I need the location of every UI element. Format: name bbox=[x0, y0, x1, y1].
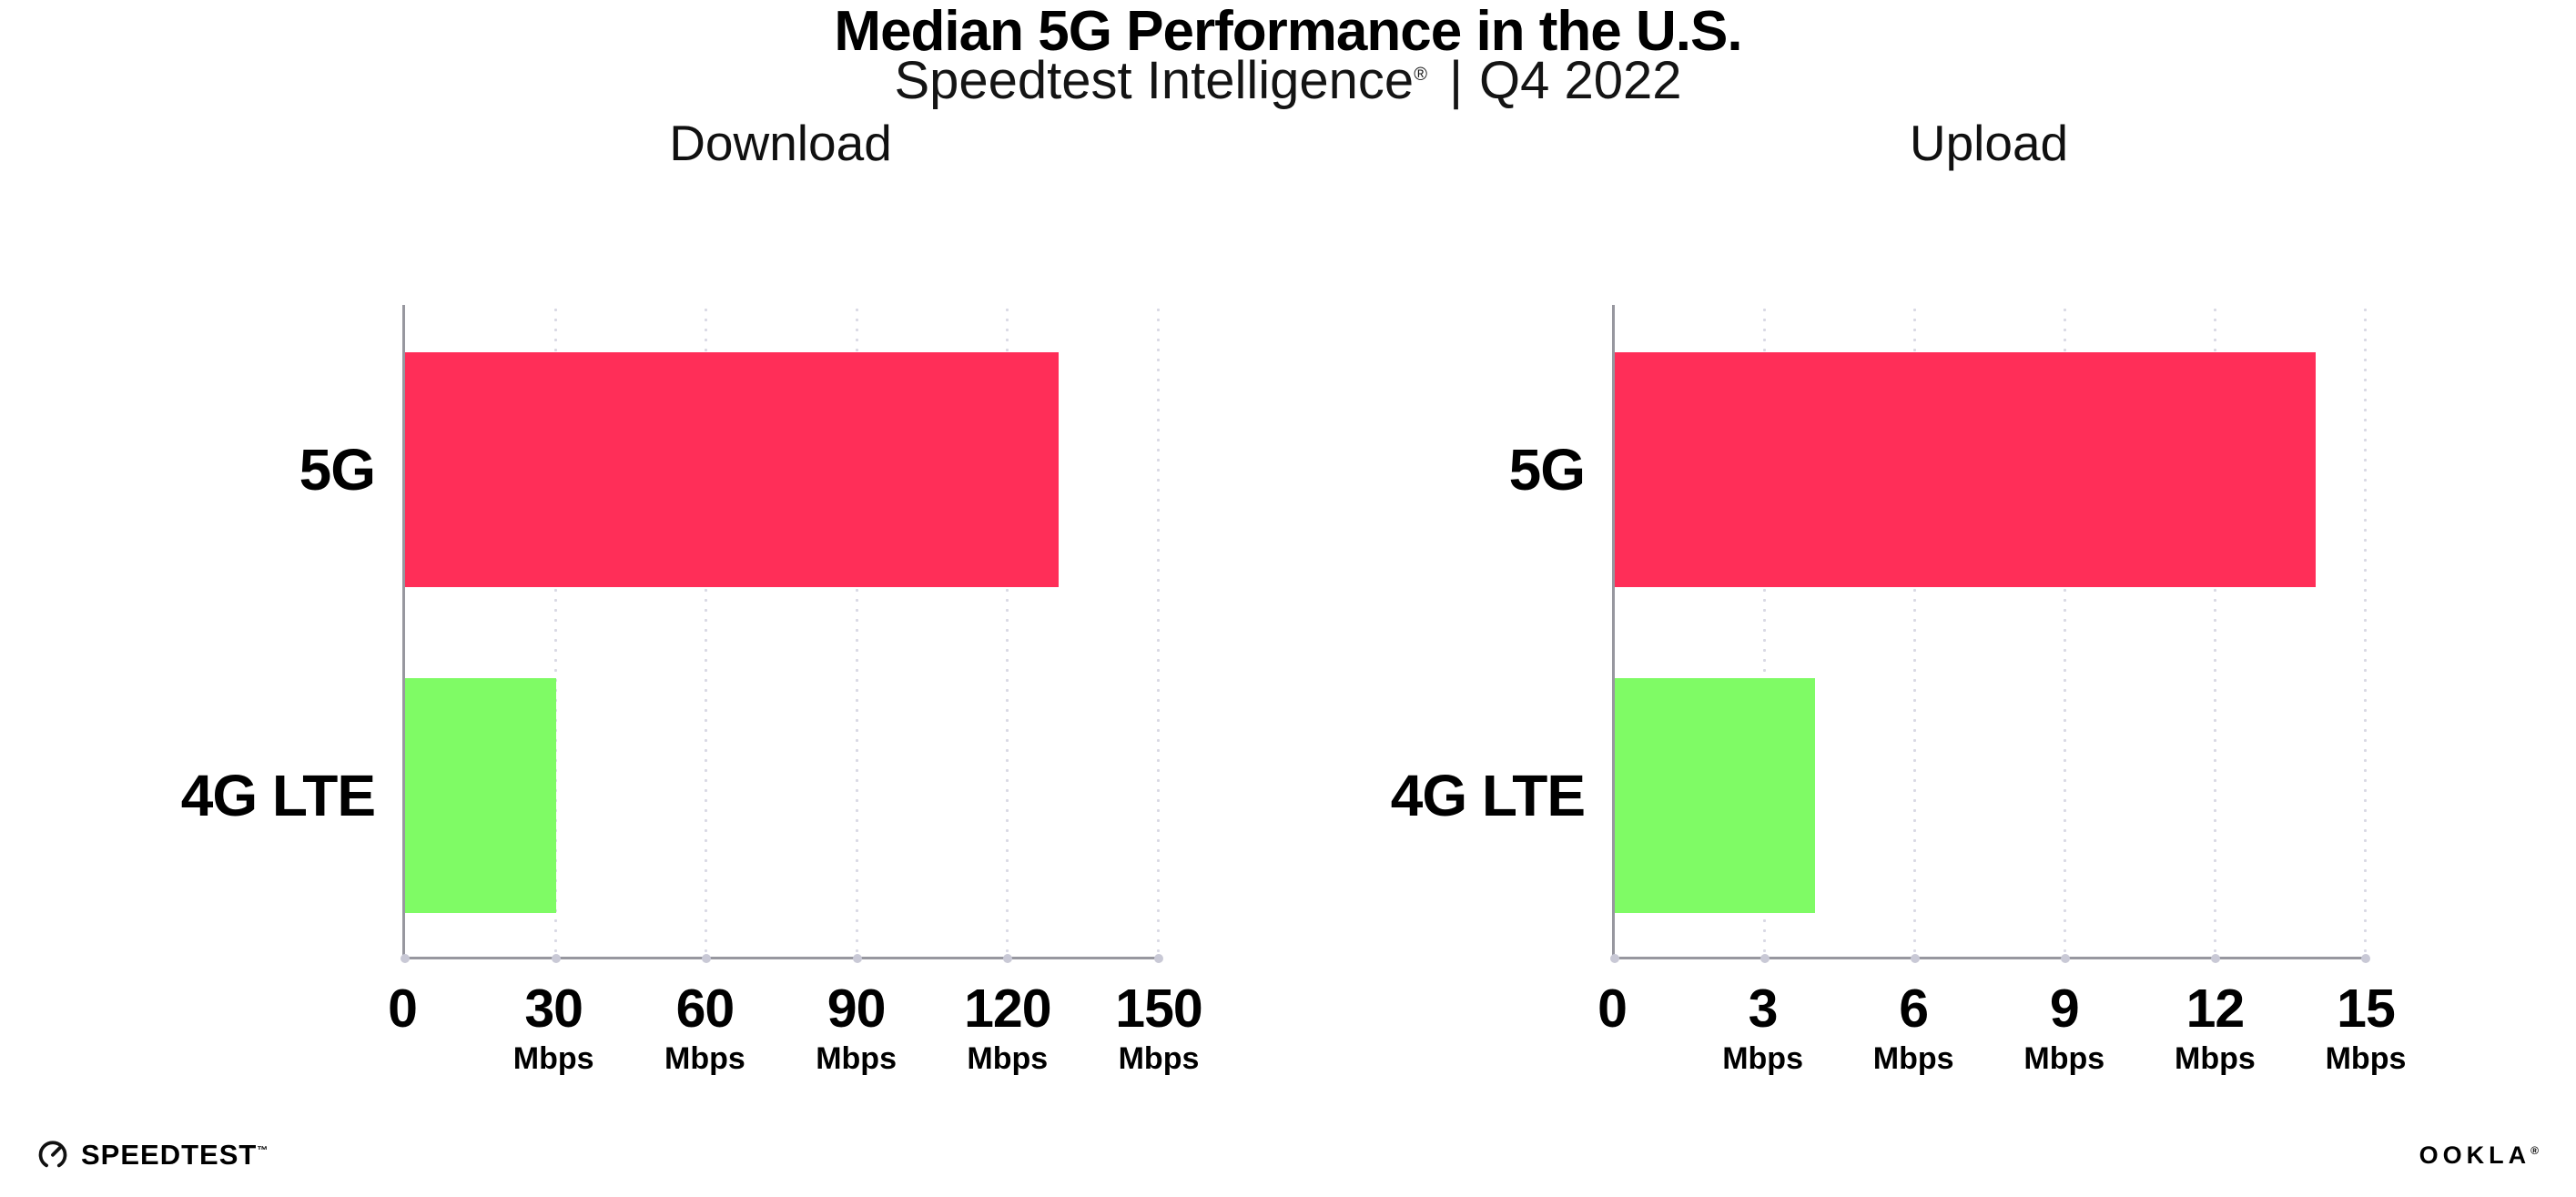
subtitle-period: Q4 2022 bbox=[1479, 51, 1682, 110]
ookla-logo: OOKLA® bbox=[2419, 1141, 2543, 1169]
bar-4g-lte-upload bbox=[1615, 678, 1815, 913]
tick-unit: Mbps bbox=[2175, 1041, 2256, 1076]
axis-tick-dot bbox=[401, 954, 410, 963]
x-axis-tick-label: 12 Mbps bbox=[2175, 979, 2256, 1076]
gridline bbox=[705, 305, 708, 957]
axis-tick-dot bbox=[2361, 954, 2370, 963]
bar-5g-download bbox=[405, 352, 1059, 587]
tick-value: 9 bbox=[2049, 979, 2080, 1039]
tick-unit: Mbps bbox=[816, 1041, 897, 1076]
speedtest-gauge-icon bbox=[36, 1138, 69, 1171]
x-axis-tick-label: 0 bbox=[1597, 979, 1628, 1039]
x-axis-download: 0 30 Mbps 60 Mbps 90 Mbps 120 Mbps 150 Mbps bbox=[388, 979, 1203, 1110]
tick-value: 0 bbox=[388, 979, 418, 1039]
x-axis-tick-label: 6 Mbps bbox=[1872, 979, 1954, 1076]
gridline bbox=[1157, 305, 1160, 957]
category-label-4g-download: 4G LTE bbox=[180, 763, 376, 828]
subtitle-divider: | bbox=[1448, 51, 1464, 110]
gridline bbox=[2064, 305, 2066, 957]
gridline bbox=[553, 305, 557, 957]
axis-tick-dot bbox=[551, 954, 561, 963]
registered-symbol: ® bbox=[2530, 1144, 2543, 1157]
trademark-symbol: ™ bbox=[257, 1143, 269, 1157]
tick-value: 3 bbox=[1748, 979, 1779, 1039]
gridline bbox=[1763, 305, 1766, 957]
axis-tick-dot bbox=[1610, 954, 1619, 963]
tick-unit: Mbps bbox=[1872, 1041, 1954, 1076]
gridline bbox=[2364, 305, 2367, 957]
chart-title-download: Download bbox=[669, 115, 892, 171]
tick-unit: Mbps bbox=[512, 1041, 594, 1076]
tick-unit: Mbps bbox=[1118, 1041, 1200, 1076]
x-axis-tick-label: 150 Mbps bbox=[1115, 979, 1202, 1076]
tick-value: 150 bbox=[1115, 979, 1202, 1039]
x-axis-tick-label: 30 Mbps bbox=[512, 979, 594, 1076]
x-axis-tick-label: 120 Mbps bbox=[964, 979, 1051, 1076]
page-subtitle: Speedtest Intelligence® | Q4 2022 bbox=[0, 55, 2576, 107]
tick-value: 120 bbox=[964, 979, 1051, 1039]
axis-tick-dot bbox=[1760, 954, 1770, 963]
tick-value: 60 bbox=[675, 979, 735, 1039]
gridline bbox=[2214, 305, 2216, 957]
tick-unit: Mbps bbox=[664, 1041, 745, 1076]
gridline bbox=[1913, 305, 1916, 957]
tick-value: 15 bbox=[2337, 979, 2396, 1039]
registered-mark: ® bbox=[1414, 64, 1427, 85]
x-axis-tick-label: 60 Mbps bbox=[664, 979, 745, 1076]
x-axis-tick-label: 15 Mbps bbox=[2325, 979, 2407, 1076]
bar-4g-lte-download bbox=[405, 678, 556, 913]
bar-5g-upload bbox=[1615, 352, 2316, 587]
tick-unit: Mbps bbox=[967, 1041, 1049, 1076]
x-axis-tick-label: 3 Mbps bbox=[1722, 979, 1803, 1076]
tick-value: 30 bbox=[524, 979, 583, 1039]
x-axis-tick-label: 9 Mbps bbox=[2023, 979, 2105, 1076]
gridline bbox=[1006, 305, 1009, 957]
x-axis-tick-label: 0 bbox=[388, 979, 418, 1039]
speedtest-wordmark: SPEEDTEST™ bbox=[81, 1138, 269, 1171]
tick-value: 0 bbox=[1597, 979, 1628, 1039]
x-axis-tick-label: 90 Mbps bbox=[816, 979, 897, 1076]
plot-area-download bbox=[401, 305, 1163, 963]
plot-area-upload bbox=[1610, 305, 2370, 963]
tick-unit: Mbps bbox=[1722, 1041, 1803, 1076]
subtitle-brand: Speedtest Intelligence bbox=[894, 51, 1415, 110]
gridline bbox=[855, 305, 858, 957]
axis-tick-dot bbox=[1154, 954, 1163, 963]
chart-title-upload: Upload bbox=[1909, 115, 2069, 171]
category-label-5g-download: 5G bbox=[299, 437, 376, 502]
axis-tick-dot bbox=[852, 954, 862, 963]
axis-tick-dot bbox=[702, 954, 712, 963]
tick-value: 90 bbox=[827, 979, 887, 1039]
axis-tick-dot bbox=[2061, 954, 2070, 963]
tick-unit: Mbps bbox=[2023, 1041, 2105, 1076]
tick-unit: Mbps bbox=[2325, 1041, 2407, 1076]
axis-tick-dot bbox=[1003, 954, 1013, 963]
page-title: Median 5G Performance in the U.S. bbox=[834, 0, 1742, 63]
category-label-4g-upload: 4G LTE bbox=[1390, 763, 1586, 828]
tick-value: 12 bbox=[2186, 979, 2246, 1039]
axis-tick-dot bbox=[1911, 954, 1920, 963]
category-label-5g-upload: 5G bbox=[1508, 437, 1586, 502]
x-axis-upload: 0 3 Mbps 6 Mbps 9 Mbps 12 Mbps 15 Mbps bbox=[1597, 979, 2406, 1110]
speedtest-logo: SPEEDTEST™ bbox=[36, 1138, 269, 1171]
tick-value: 6 bbox=[1899, 979, 1929, 1039]
axis-tick-dot bbox=[2211, 954, 2220, 963]
